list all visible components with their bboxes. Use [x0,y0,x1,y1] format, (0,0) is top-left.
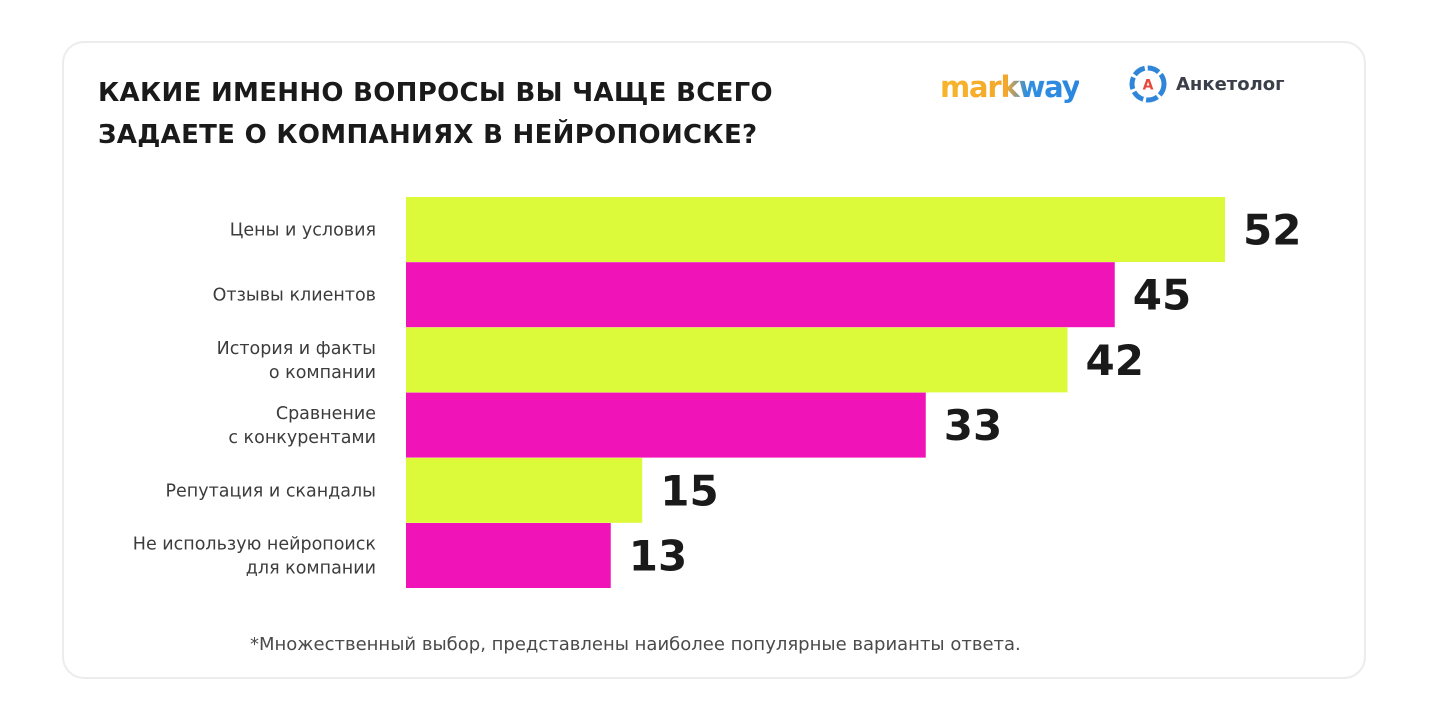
bar-3 [406,392,926,458]
bar-1 [406,262,1115,328]
category-label-0-line-0: Цены и условия [230,221,376,241]
bar-0 [406,197,1225,262]
bar-value-label-0: 52 [1243,206,1301,255]
anketolog-icon-letter: A [1143,78,1154,94]
bar-value-label-3: 33 [944,401,1002,450]
title-line-2: ЗАДАЕТЕ О КОМПАНИЯХ В НЕЙРОПОИСКЕ? [98,120,758,150]
chart-title: КАКИЕ ИМЕННО ВОПРОСЫ ВЫ ЧАЩЕ ВСЕГО ЗАДАЕ… [98,72,858,156]
bar-5 [406,523,611,588]
category-label-2-line-0: История и факты [217,339,376,359]
category-label-3-line-1: с конкурентами [228,428,376,448]
anketolog-icon: A [1129,65,1167,103]
anketolog-logo: A Анкетолог [1128,64,1285,104]
category-label-4-line-0: Репутация и скандалы [165,481,376,501]
anketolog-label: Анкетолог [1176,73,1285,95]
title-line-1: КАКИЕ ИМЕННО ВОПРОСЫ ВЫ ЧАЩЕ ВСЕГО [98,78,773,108]
category-label-5-line-1: для компании [246,559,376,579]
bar-value-label-1: 45 [1133,271,1191,320]
category-label-3-line-0: Сравнение [276,404,376,424]
markway-logo: markway [940,70,1081,104]
category-label-5-line-0: Не использую нейропоиск [133,535,376,555]
footnote: *Множественный выбор, представлены наибо… [250,634,1021,655]
bar-value-label-2: 42 [1086,336,1144,385]
bar-value-label-5: 13 [629,532,687,581]
bar-2 [406,327,1068,393]
bar-value-label-4: 15 [660,466,718,515]
category-label-2-line-1: о компании [269,363,376,383]
bar-4 [406,457,643,523]
category-label-1-line-0: Отзывы клиентов [213,286,376,306]
